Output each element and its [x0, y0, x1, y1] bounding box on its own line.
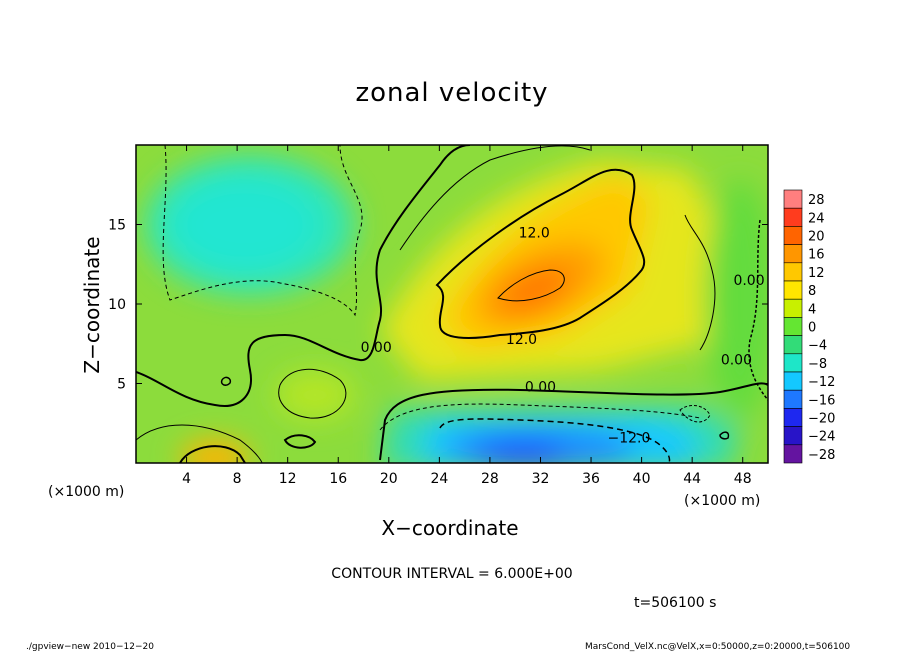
contour-interval: CONTOUR INTERVAL = 6.000E+00 [0, 566, 904, 582]
heatmap-field [136, 145, 768, 463]
colorbar-swatch [783, 335, 803, 355]
colorbar-swatch [783, 444, 803, 464]
colorbar-label: 12 [808, 266, 825, 281]
colorbar-swatch [783, 189, 803, 209]
colorbar-label: 28 [808, 193, 825, 208]
x-tick-label: 4 [182, 471, 191, 487]
colorbar-label: −4 [808, 339, 827, 354]
x-tick-label: 48 [734, 471, 752, 487]
x-tick-label: 32 [532, 471, 550, 487]
chart-title: zonal velocity [355, 78, 549, 108]
colorbar-swatch [783, 244, 803, 264]
colorbar-swatch [783, 207, 803, 227]
colorbar-label: −16 [808, 393, 835, 408]
x-tick-label: 20 [380, 471, 398, 487]
y-tick-label: 15 [108, 218, 126, 234]
colorbar-label: 24 [808, 211, 825, 226]
colorbar-label: 4 [808, 302, 816, 317]
colorbar-label: −24 [808, 430, 835, 445]
contour-label: 12.0 [506, 332, 537, 348]
x-tick-label: 12 [279, 471, 297, 487]
x-axis-label: X−coordinate [0, 516, 904, 540]
colorbar-label: 0 [808, 321, 816, 336]
y-tick-label: 10 [108, 297, 126, 313]
contour-label: 0.00 [721, 353, 752, 369]
contour-interval-text: CONTOUR INTERVAL = 6.000E+00 [331, 566, 573, 582]
colorbar-swatch [783, 317, 803, 336]
x-unit-left: (×1000 m) [48, 484, 125, 500]
colorbar-label: −20 [808, 412, 835, 427]
x-axis-ticks: 4 8 12 16 20 24 28 32 36 40 44 48 [182, 145, 752, 487]
colorbar-swatch [783, 298, 803, 318]
x-tick-label: 36 [582, 471, 600, 487]
colorbar-swatch [783, 353, 803, 373]
contour-label: 12.0 [519, 225, 550, 241]
x-tick-label: 8 [233, 471, 242, 487]
x-axis-label-text: X−coordinate [381, 516, 519, 540]
colorbar-label: 16 [808, 248, 825, 263]
footer-left: ./gpview−new 2010−12−20 [26, 642, 154, 652]
contour-labels: 12.0 12.0 0.00 0.00 −12.0 0.00 0.00 [361, 225, 765, 446]
colorbar-label: 8 [808, 284, 816, 299]
colorbar-swatch [783, 408, 803, 427]
colorbar-label: 20 [808, 230, 825, 245]
x-unit-right: (×1000 m) [684, 493, 761, 509]
contour-lines [136, 145, 768, 463]
colorbar-swatch [783, 426, 803, 446]
colorbar-swatch [783, 280, 803, 300]
y-tick-label: 5 [117, 377, 126, 393]
colorbar-label: −8 [808, 357, 827, 372]
colorbar-swatch [783, 226, 803, 245]
contour-label: −12.0 [608, 431, 651, 447]
x-tick-label: 16 [329, 471, 347, 487]
colorbar-swatch [783, 262, 803, 282]
contour-label: 0.00 [361, 340, 392, 356]
x-tick-label: 40 [633, 471, 651, 487]
colorbar-label: −12 [808, 375, 835, 390]
footer-right: MarsCond_VelX.nc@VelX,x=0:50000,z=0:2000… [585, 642, 851, 652]
contour-label: 0.00 [733, 273, 764, 289]
colorbar-label: −28 [808, 448, 835, 463]
x-tick-label: 44 [683, 471, 701, 487]
colorbar-swatch [783, 371, 803, 391]
y-axis-ticks: 5 10 15 [108, 218, 768, 393]
colorbar-swatch [783, 389, 803, 409]
contour-label: 0.00 [525, 380, 556, 396]
x-tick-label: 28 [481, 471, 499, 487]
colorbar: 28 24 20 16 12 8 4 0 −4 −8 −12 −16 −20 −24 −28 [783, 189, 835, 464]
time-label: t=506100 s [634, 595, 717, 611]
x-tick-label: 24 [430, 471, 448, 487]
